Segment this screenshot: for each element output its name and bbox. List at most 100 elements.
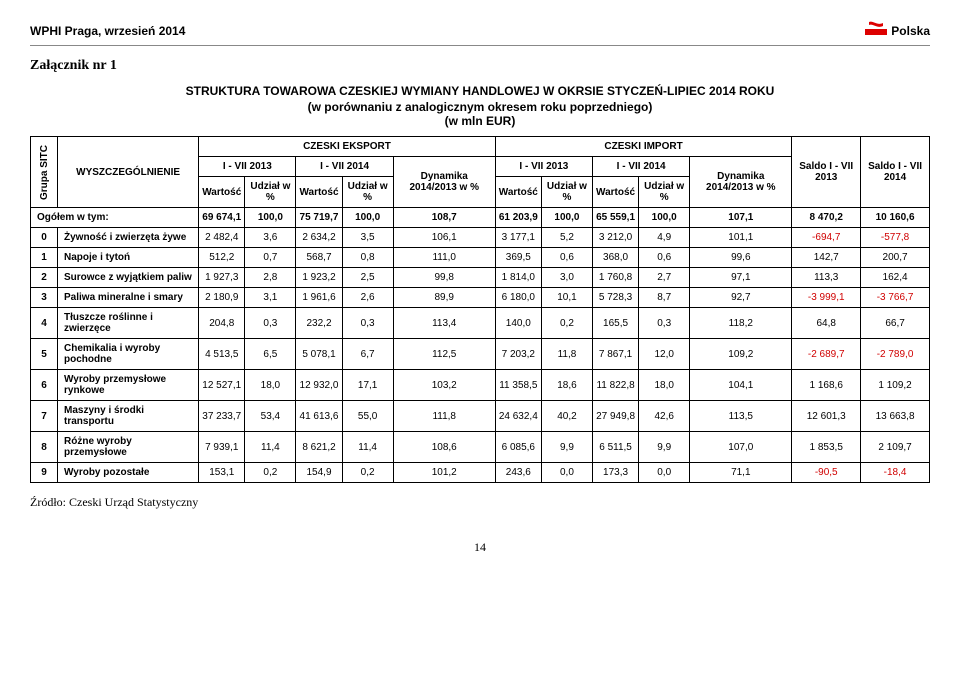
cell: 4,9 bbox=[639, 228, 690, 248]
cell: 243,6 bbox=[495, 463, 541, 483]
cell: 75 719,7 bbox=[296, 208, 342, 228]
cell: 5 078,1 bbox=[296, 339, 342, 370]
cell: 5 bbox=[31, 339, 58, 370]
cell: 111,8 bbox=[393, 401, 495, 432]
cell: 0,3 bbox=[245, 308, 296, 339]
cell: 1 168,6 bbox=[792, 370, 861, 401]
export-p13: I - VII 2013 bbox=[199, 157, 296, 177]
cell: 369,5 bbox=[495, 248, 541, 268]
table-row: 2Surowce z wyjątkiem paliw1 927,32,81 92… bbox=[31, 268, 930, 288]
cell: 1 853,5 bbox=[792, 432, 861, 463]
total-row: Ogółem w tym: 69 674,1 100,0 75 719,7 10… bbox=[31, 208, 930, 228]
table-row: 0Żywność i zwierzęta żywe2 482,43,62 634… bbox=[31, 228, 930, 248]
import-dyn: Dynamika 2014/2013 w % bbox=[690, 157, 792, 208]
cell: 6 180,0 bbox=[495, 288, 541, 308]
cell: 142,7 bbox=[792, 248, 861, 268]
cell: 9,9 bbox=[541, 432, 592, 463]
cell: 118,2 bbox=[690, 308, 792, 339]
import-header: CZESKI IMPORT bbox=[495, 137, 792, 157]
cell: 3,1 bbox=[245, 288, 296, 308]
cell: 7 bbox=[31, 401, 58, 432]
col-udzial: Udział w % bbox=[639, 177, 690, 208]
cell: -3 766,7 bbox=[861, 288, 930, 308]
col-udzial: Udział w % bbox=[245, 177, 296, 208]
cell: Maszyny i środki transportu bbox=[58, 401, 199, 432]
cell: 27 949,8 bbox=[593, 401, 639, 432]
saldo13-header: Saldo I - VII 2013 bbox=[792, 137, 861, 208]
cell: 101,1 bbox=[690, 228, 792, 248]
cell: 2 bbox=[31, 268, 58, 288]
data-table: Grupa SITC WYSZCZEGÓLNIENIE CZESKI EKSPO… bbox=[30, 136, 930, 483]
cell: 12 527,1 bbox=[199, 370, 245, 401]
cell: 61 203,9 bbox=[495, 208, 541, 228]
subtitle: (w porównaniu z analogicznym okresem rok… bbox=[30, 100, 930, 114]
cell: 0 bbox=[31, 228, 58, 248]
cell: 108,6 bbox=[393, 432, 495, 463]
cell: 8 bbox=[31, 432, 58, 463]
cell: 100,0 bbox=[342, 208, 393, 228]
cell: 113,5 bbox=[690, 401, 792, 432]
cell: 106,1 bbox=[393, 228, 495, 248]
table-row: 9Wyroby pozostałe153,10,2154,90,2101,224… bbox=[31, 463, 930, 483]
export-header: CZESKI EKSPORT bbox=[199, 137, 496, 157]
cell: 0,6 bbox=[541, 248, 592, 268]
cell: 3,5 bbox=[342, 228, 393, 248]
sitc-header: Grupa SITC bbox=[31, 137, 58, 208]
export-p14: I - VII 2014 bbox=[296, 157, 393, 177]
cell: Wyroby pozostałe bbox=[58, 463, 199, 483]
cell: 1 814,0 bbox=[495, 268, 541, 288]
table-row: 7Maszyny i środki transportu37 233,753,4… bbox=[31, 401, 930, 432]
cell: Różne wyroby przemysłowe bbox=[58, 432, 199, 463]
cell: 0,2 bbox=[245, 463, 296, 483]
cell: 2 180,9 bbox=[199, 288, 245, 308]
cell: 3 212,0 bbox=[593, 228, 639, 248]
col-wartosc: Wartość bbox=[495, 177, 541, 208]
cell: 89,9 bbox=[393, 288, 495, 308]
cell: 99,6 bbox=[690, 248, 792, 268]
cell: Wyroby przemysłowe rynkowe bbox=[58, 370, 199, 401]
export-dyn: Dynamika 2014/2013 w % bbox=[393, 157, 495, 208]
cell: 5 728,3 bbox=[593, 288, 639, 308]
cell: 42,6 bbox=[639, 401, 690, 432]
cell: 1 923,2 bbox=[296, 268, 342, 288]
cell: 18,6 bbox=[541, 370, 592, 401]
cell: 92,7 bbox=[690, 288, 792, 308]
cell: 65 559,1 bbox=[593, 208, 639, 228]
cell: 113,3 bbox=[792, 268, 861, 288]
cell: 6,5 bbox=[245, 339, 296, 370]
cell: 97,1 bbox=[690, 268, 792, 288]
cell: 1 760,8 bbox=[593, 268, 639, 288]
cell: 11 358,5 bbox=[495, 370, 541, 401]
col-udzial: Udział w % bbox=[342, 177, 393, 208]
cell: Chemikalia i wyroby pochodne bbox=[58, 339, 199, 370]
cell: -18,4 bbox=[861, 463, 930, 483]
cell: 204,8 bbox=[199, 308, 245, 339]
cell: 6,7 bbox=[342, 339, 393, 370]
cell: 55,0 bbox=[342, 401, 393, 432]
cell: 11,8 bbox=[541, 339, 592, 370]
cell: 1 109,2 bbox=[861, 370, 930, 401]
cell: 103,2 bbox=[393, 370, 495, 401]
cell: 7 867,1 bbox=[593, 339, 639, 370]
col-wartosc: Wartość bbox=[199, 177, 245, 208]
cell: 40,2 bbox=[541, 401, 592, 432]
cell: 104,1 bbox=[690, 370, 792, 401]
cell: 0,0 bbox=[639, 463, 690, 483]
saldo14-header: Saldo I - VII 2014 bbox=[861, 137, 930, 208]
table-row: 3Paliwa mineralne i smary2 180,93,11 961… bbox=[31, 288, 930, 308]
cell: 3 177,1 bbox=[495, 228, 541, 248]
cell: 173,3 bbox=[593, 463, 639, 483]
cell: 3 bbox=[31, 288, 58, 308]
cell: 1 927,3 bbox=[199, 268, 245, 288]
cell: 3,0 bbox=[541, 268, 592, 288]
cell: 99,8 bbox=[393, 268, 495, 288]
cell: -577,8 bbox=[861, 228, 930, 248]
cell: Tłuszcze roślinne i zwierzęce bbox=[58, 308, 199, 339]
cell: 0,6 bbox=[639, 248, 690, 268]
cell: 8,7 bbox=[639, 288, 690, 308]
cell: 71,1 bbox=[690, 463, 792, 483]
cell: 108,7 bbox=[393, 208, 495, 228]
cell: 12,0 bbox=[639, 339, 690, 370]
cell: Surowce z wyjątkiem paliw bbox=[58, 268, 199, 288]
cell: 9 bbox=[31, 463, 58, 483]
